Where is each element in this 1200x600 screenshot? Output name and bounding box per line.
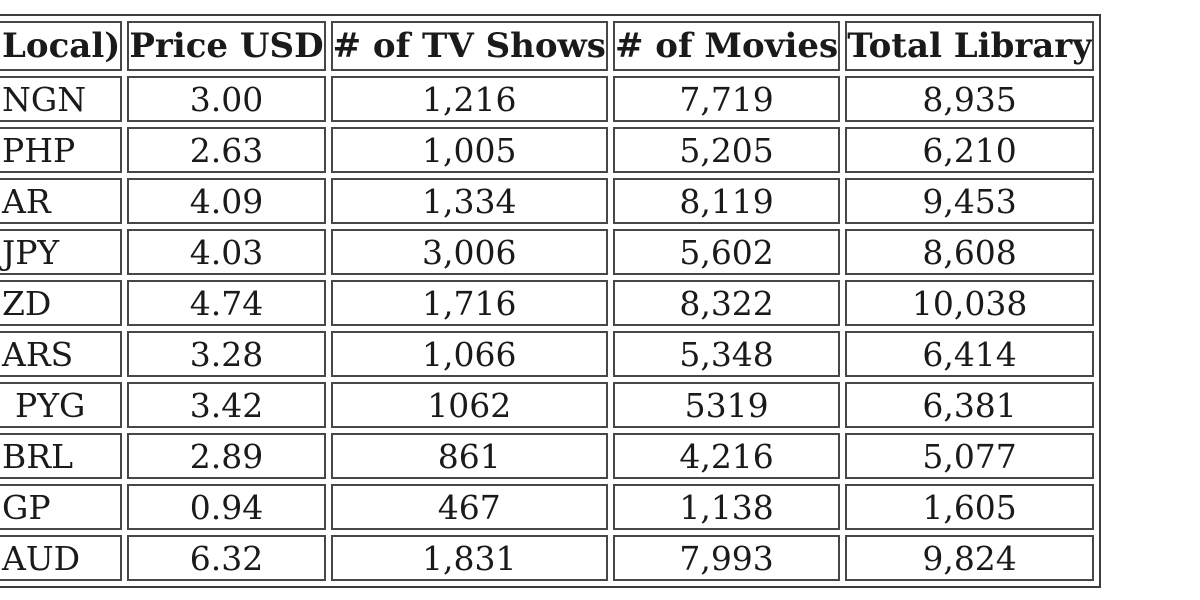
column-header-tv-shows: # of TV Shows — [330, 21, 608, 71]
table-row: GP 0.94 467 1,138 1,605 — [0, 484, 1094, 530]
column-header-movies: # of Movies — [612, 21, 841, 71]
movies-cell: 8,119 — [612, 178, 841, 224]
currency-cell: ZD — [0, 280, 123, 326]
table-row: NGN 3.00 1,216 7,719 8,935 — [0, 76, 1094, 122]
tv-shows-cell: 1,005 — [330, 127, 608, 173]
tv-shows-cell: 1,216 — [330, 76, 608, 122]
price-usd-cell: 3.42 — [127, 382, 326, 428]
currency-cell: AUD — [0, 535, 123, 581]
movies-cell: 5,602 — [612, 229, 841, 275]
table-row: PYG 3.42 1062 5319 6,381 — [0, 382, 1094, 428]
movies-cell: 1,138 — [612, 484, 841, 530]
table-header-row: Local) Price USD # of TV Shows # of Movi… — [0, 21, 1094, 71]
price-usd-cell: 2.89 — [127, 433, 326, 479]
price-usd-cell: 4.74 — [127, 280, 326, 326]
tv-shows-cell: 1,066 — [330, 331, 608, 377]
movies-cell: 5319 — [612, 382, 841, 428]
tv-shows-cell: 1,716 — [330, 280, 608, 326]
total-library-cell: 8,935 — [845, 76, 1094, 122]
total-library-cell: 10,038 — [845, 280, 1094, 326]
column-header-price-usd: Price USD — [127, 21, 326, 71]
table-row: ZD 4.74 1,716 8,322 10,038 — [0, 280, 1094, 326]
currency-cell: AR — [0, 178, 123, 224]
tv-shows-cell: 861 — [330, 433, 608, 479]
total-library-cell: 9,453 — [845, 178, 1094, 224]
currency-cell: BRL — [0, 433, 123, 479]
currency-cell: PYG — [0, 382, 123, 428]
movies-cell: 7,993 — [612, 535, 841, 581]
currency-cell: JPY — [0, 229, 123, 275]
tv-shows-cell: 3,006 — [330, 229, 608, 275]
total-library-cell: 9,824 — [845, 535, 1094, 581]
movies-cell: 4,216 — [612, 433, 841, 479]
tv-shows-cell: 1062 — [330, 382, 608, 428]
price-usd-cell: 0.94 — [127, 484, 326, 530]
table-row: PHP 2.63 1,005 5,205 6,210 — [0, 127, 1094, 173]
tv-shows-cell: 1,334 — [330, 178, 608, 224]
movies-cell: 8,322 — [612, 280, 841, 326]
price-usd-cell: 4.03 — [127, 229, 326, 275]
pricing-library-table: Local) Price USD # of TV Shows # of Movi… — [0, 14, 1101, 588]
currency-cell: GP — [0, 484, 123, 530]
total-library-cell: 1,605 — [845, 484, 1094, 530]
total-library-cell: 6,414 — [845, 331, 1094, 377]
movies-cell: 7,719 — [612, 76, 841, 122]
movies-cell: 5,205 — [612, 127, 841, 173]
currency-cell: ARS — [0, 331, 123, 377]
table-row: BRL 2.89 861 4,216 5,077 — [0, 433, 1094, 479]
price-usd-cell: 6.32 — [127, 535, 326, 581]
column-header-total-library: Total Library — [845, 21, 1094, 71]
table-row: JPY 4.03 3,006 5,602 8,608 — [0, 229, 1094, 275]
table-row: AR 4.09 1,334 8,119 9,453 — [0, 178, 1094, 224]
price-usd-cell: 4.09 — [127, 178, 326, 224]
movies-cell: 5,348 — [612, 331, 841, 377]
price-usd-cell: 3.00 — [127, 76, 326, 122]
table-row: AUD 6.32 1,831 7,993 9,824 — [0, 535, 1094, 581]
total-library-cell: 5,077 — [845, 433, 1094, 479]
total-library-cell: 8,608 — [845, 229, 1094, 275]
currency-cell: PHP — [0, 127, 123, 173]
column-header-price-local: Local) — [0, 21, 123, 71]
total-library-cell: 6,381 — [845, 382, 1094, 428]
tv-shows-cell: 467 — [330, 484, 608, 530]
price-usd-cell: 2.63 — [127, 127, 326, 173]
table-row: ARS 3.28 1,066 5,348 6,414 — [0, 331, 1094, 377]
total-library-cell: 6,210 — [845, 127, 1094, 173]
currency-cell: NGN — [0, 76, 123, 122]
price-usd-cell: 3.28 — [127, 331, 326, 377]
tv-shows-cell: 1,831 — [330, 535, 608, 581]
